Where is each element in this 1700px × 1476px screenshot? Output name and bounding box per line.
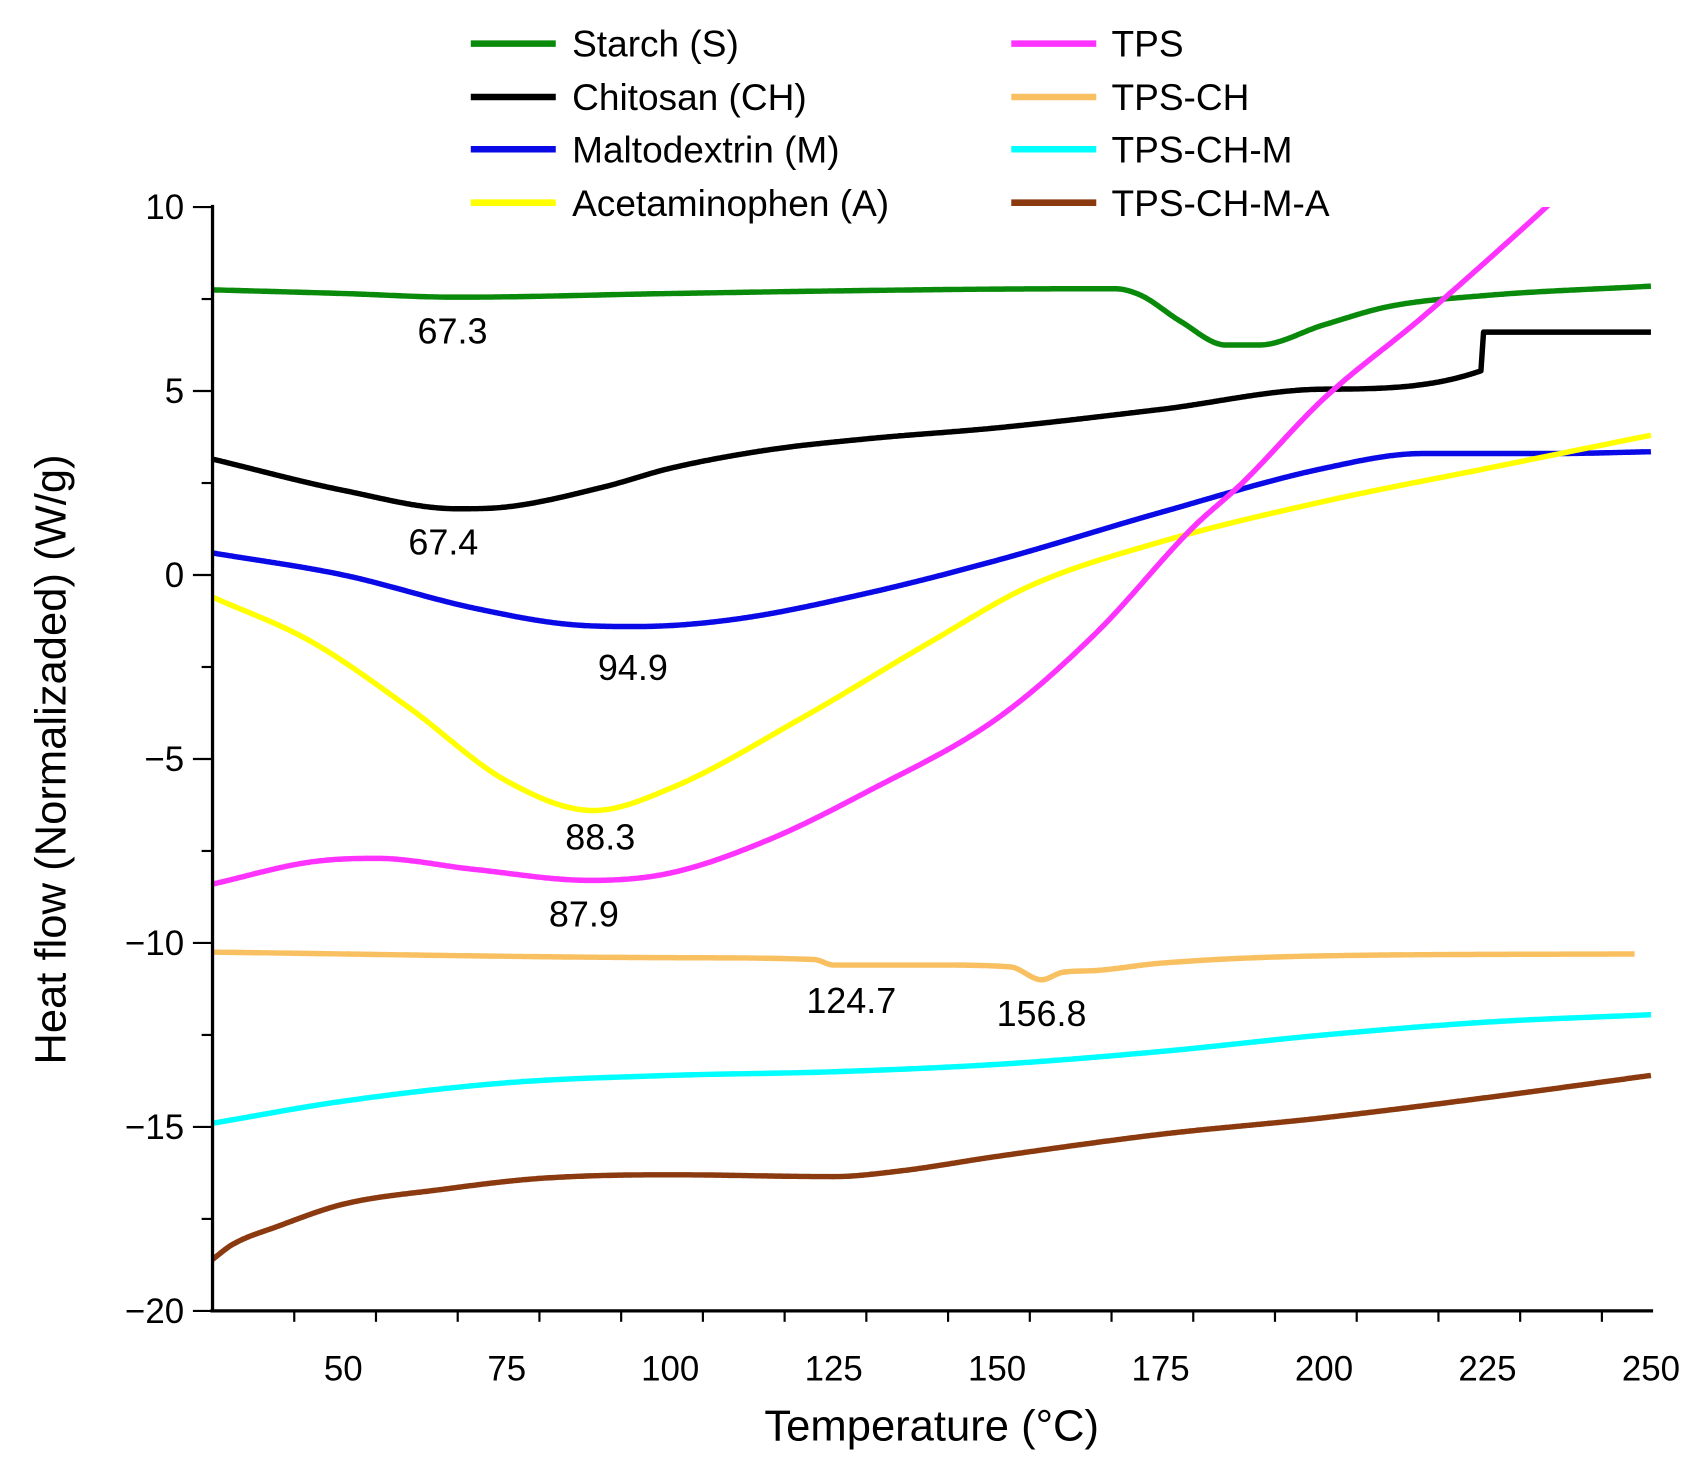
legend-label: Starch (S) [572,23,739,65]
x-tick-label: 100 [641,1350,699,1389]
peak-label: 87.9 [549,894,619,935]
peak-label: 94.9 [598,647,668,688]
legend-label: TPS-CH-M [1112,128,1293,170]
series-line-tps-ch-m-a [212,1072,1653,1262]
series-line-tps-ch-m [212,1012,1653,1126]
legend-item: Maltodextrin (M) [470,128,840,170]
legend-label: TPS [1112,23,1184,65]
annotations: 67.3 67.4 94.9 88.3 87.9 124.7 156.8 [408,310,1086,1034]
legend-item: Starch (S) [470,23,739,65]
series-line-chitosan-ch [212,329,1653,512]
peak-label: 67.3 [417,310,487,351]
y-tick-label: 5 [165,372,184,411]
legend: Starch (S) Chitosan (CH) Maltodextrin (M) A… [470,23,1330,224]
peak-label: 156.8 [997,993,1087,1034]
series-line-acetaminophen-a [212,432,1653,814]
series-layer [212,207,1653,1262]
series-line-starch-s [212,283,1653,348]
y-tick-label: 10 [145,188,184,227]
x-axis-title: Temperature (°C) [764,1403,1099,1451]
x-tick-label: 125 [805,1350,863,1389]
x-tick-label: 75 [487,1350,526,1389]
legend-item: Acetaminophen (A) [470,182,889,224]
y-tick-label: 0 [165,556,184,595]
legend-label: TPS-CH [1112,76,1250,118]
legend-item: TPS-CH [1011,76,1249,118]
legend-item: TPS-CH-M [1011,128,1293,170]
legend-label: TPS-CH-M-A [1112,182,1330,224]
y-tick-label: −20 [125,1292,184,1331]
x-tick-label: 50 [324,1350,363,1389]
x-tick-label: 225 [1458,1350,1516,1389]
peak-label: 67.4 [408,522,478,563]
x-tick-label: 250 [1622,1350,1680,1389]
y-axis-title: Heat flow (Normalizaded) (W/g) [27,454,75,1064]
series-line-maltodextrin-m [212,448,1653,630]
x-tick-label: 175 [1131,1350,1189,1389]
peak-label: 88.3 [565,816,635,857]
legend-item: Chitosan (CH) [470,76,807,118]
series-line-tps [212,207,1551,887]
y-tick-label: −5 [144,740,184,779]
y-tick-label: −10 [125,924,184,963]
peak-label: 124.7 [806,980,896,1021]
series-line-tps-ch [212,949,1636,983]
legend-item: TPS-CH-M-A [1011,182,1330,224]
x-tick-label: 200 [1295,1350,1353,1389]
legend-label: Chitosan (CH) [572,76,807,118]
legend-item: TPS [1011,23,1184,65]
x-tick-label: 150 [968,1350,1026,1389]
legend-label: Maltodextrin (M) [572,128,840,170]
legend-label: Acetaminophen (A) [572,182,889,224]
y-tick-label: −15 [125,1108,184,1147]
